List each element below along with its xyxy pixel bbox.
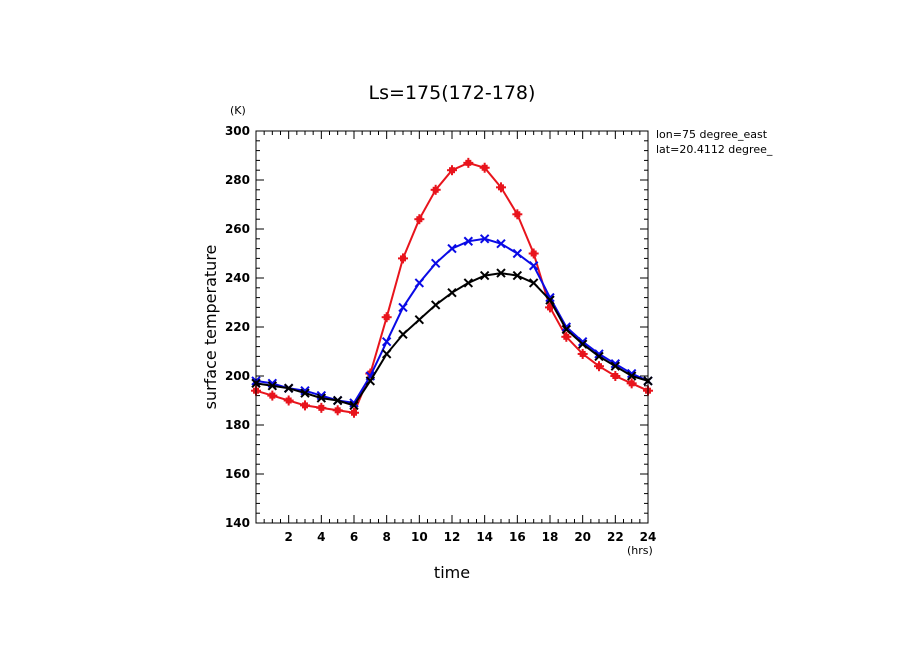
- data-point: [545, 295, 555, 305]
- x-tick-label: 16: [509, 530, 526, 544]
- data-point: [267, 390, 278, 401]
- x-tick-label: 4: [317, 530, 325, 544]
- x-axis-label: time: [434, 563, 470, 582]
- series-1: [251, 234, 653, 408]
- annotation-lon: lon=75 degree_east: [656, 128, 768, 141]
- series-2: [251, 268, 653, 411]
- data-point: [610, 361, 621, 371]
- data-point: [414, 214, 425, 225]
- data-point: [316, 393, 327, 403]
- data-point: [447, 243, 457, 254]
- data-point: [496, 182, 506, 193]
- x-tick-label: 12: [444, 530, 461, 544]
- data-point: [528, 278, 539, 288]
- data-point: [512, 248, 523, 259]
- chart-title: Ls=175(172-178): [369, 82, 536, 104]
- data-point: [496, 238, 506, 249]
- y-tick-label: 300: [225, 124, 250, 138]
- data-point: [349, 400, 359, 411]
- data-point: [381, 312, 392, 323]
- data-point: [414, 278, 425, 288]
- data-point: [496, 268, 506, 278]
- data-point: [561, 324, 572, 335]
- axis-ticks: 2 4 6 8 10 12 14 16 18 20 22 2414016018020022024026…: [225, 124, 656, 544]
- data-point: [447, 165, 457, 176]
- data-point: [398, 302, 408, 313]
- data-point: [479, 162, 490, 173]
- y-tick-label: 220: [225, 320, 250, 334]
- data-point: [577, 336, 588, 347]
- y-tick-label: 260: [225, 222, 250, 236]
- data-point: [561, 331, 572, 342]
- x-tick-label: 20: [574, 530, 591, 544]
- data-point: [398, 253, 408, 264]
- data-point: [398, 329, 408, 340]
- data-point: [283, 383, 294, 393]
- data-point: [545, 292, 555, 303]
- data-point: [381, 336, 392, 347]
- data-point: [577, 348, 588, 359]
- data-point: [610, 371, 621, 381]
- data-point: [594, 361, 604, 372]
- x-tick-label: 22: [607, 530, 624, 544]
- y-unit-label: (K): [230, 104, 246, 117]
- y-tick-label: 280: [225, 173, 250, 187]
- x-tick-label: 24: [640, 530, 657, 544]
- y-tick-label: 180: [225, 418, 250, 432]
- y-tick-label: 160: [225, 467, 250, 481]
- data-point: [349, 407, 359, 418]
- data-point: [430, 300, 441, 310]
- data-point: [594, 349, 604, 359]
- series-0: [251, 157, 653, 418]
- data-point: [528, 261, 539, 271]
- data-point: [381, 349, 392, 359]
- data-point: [430, 258, 441, 269]
- y-tick-label: 240: [225, 271, 250, 285]
- data-point: [512, 270, 523, 281]
- x-tick-label: 8: [382, 530, 390, 544]
- series-line: [255, 161, 649, 414]
- data-point: [316, 402, 327, 413]
- series-line: [255, 237, 649, 404]
- x-tick-label: 14: [476, 530, 493, 544]
- series-layer: [251, 157, 653, 418]
- data-point: [512, 209, 523, 220]
- x-tick-label: 2: [284, 530, 292, 544]
- data-point: [414, 314, 425, 325]
- data-point: [267, 381, 278, 391]
- data-point: [447, 287, 457, 298]
- data-point: [594, 351, 604, 362]
- plot-frame: [255, 130, 649, 524]
- y-tick-label: 200: [225, 369, 250, 383]
- x-tick-label: 10: [411, 530, 428, 544]
- data-point: [332, 395, 343, 406]
- data-point: [463, 236, 474, 246]
- data-point: [626, 378, 637, 389]
- x-tick-label: 18: [542, 530, 559, 544]
- data-point: [479, 270, 490, 281]
- data-point: [463, 157, 474, 168]
- x-unit-label: (hrs): [627, 544, 653, 557]
- data-point: [430, 184, 441, 195]
- data-point: [610, 359, 621, 369]
- data-point: [300, 388, 310, 398]
- data-point: [463, 278, 474, 288]
- data-point: [577, 339, 588, 349]
- data-point: [332, 405, 343, 416]
- x-tick-label: 6: [350, 530, 358, 544]
- y-tick-label: 140: [225, 516, 250, 530]
- data-point: [479, 234, 490, 244]
- data-point: [528, 248, 539, 259]
- data-point: [626, 371, 637, 381]
- annotation-lat: lat=20.4112 degree_: [656, 143, 773, 156]
- data-point: [300, 400, 310, 411]
- data-point: [365, 376, 376, 386]
- y-axis-label: surface temperature: [201, 245, 220, 410]
- data-point: [283, 395, 294, 406]
